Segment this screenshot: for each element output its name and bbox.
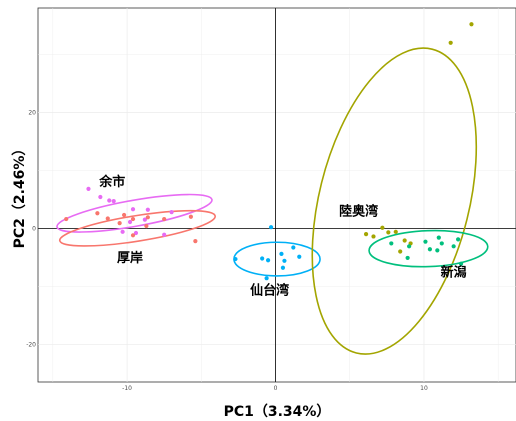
- data-point: [233, 256, 238, 262]
- data-point: [111, 198, 116, 204]
- data-point: [458, 261, 464, 266]
- data-point: [402, 238, 407, 243]
- data-point: [64, 216, 69, 222]
- data-point: [398, 249, 403, 254]
- y-axis-title: PC2（2.46%）: [12, 142, 28, 249]
- data-point: [264, 276, 269, 281]
- data-point: [436, 235, 441, 240]
- data-point: [407, 244, 412, 249]
- data-point: [363, 232, 369, 237]
- group-label: 新潟: [441, 264, 467, 280]
- x-tick-label: -10: [122, 385, 132, 392]
- data-point: [169, 210, 174, 215]
- ellipse-余市: [56, 193, 213, 233]
- ellipse-厚岸: [58, 209, 216, 247]
- data-point: [98, 194, 103, 200]
- data-point: [451, 244, 456, 249]
- data-point: [448, 40, 453, 45]
- data-point: [469, 22, 474, 27]
- tick-labels: -10 0 10 -20 0 20: [26, 109, 428, 392]
- data-point: [268, 225, 274, 230]
- data-point: [130, 207, 136, 212]
- data-point: [427, 247, 433, 252]
- data-point: [117, 221, 122, 226]
- data-point: [130, 233, 136, 238]
- y-tick-label: 0: [32, 225, 36, 232]
- group-label: 陸奥湾: [339, 204, 378, 220]
- data-point: [145, 215, 150, 220]
- data-point: [193, 238, 198, 244]
- data-point: [130, 216, 136, 222]
- data-point: [133, 230, 139, 236]
- data-point: [107, 198, 112, 203]
- y-tick-label: 20: [28, 109, 36, 116]
- data-point: [265, 258, 271, 263]
- data-point: [121, 212, 127, 218]
- data-point: [389, 241, 394, 246]
- x-axis-title: PC1（3.34%）: [224, 404, 331, 420]
- data-point: [260, 256, 265, 261]
- data-point: [291, 245, 296, 250]
- data-point: [127, 219, 133, 225]
- data-point: [105, 216, 110, 221]
- data-point: [435, 248, 440, 253]
- data-point: [393, 229, 398, 234]
- data-point: [297, 254, 302, 259]
- group-label: 厚岸: [117, 250, 143, 266]
- x-tick-label: 10: [420, 385, 428, 392]
- data-point: [423, 239, 428, 244]
- data-point: [456, 237, 461, 242]
- data-point: [371, 234, 376, 239]
- data-point: [386, 230, 391, 235]
- data-points: [64, 22, 474, 281]
- data-point: [86, 186, 91, 192]
- data-point: [405, 255, 410, 261]
- ellipse-新潟: [368, 229, 489, 268]
- data-point: [162, 216, 167, 222]
- data-point: [162, 232, 167, 237]
- group-label: 仙台湾: [250, 282, 289, 298]
- plot-panel: [37, 7, 516, 383]
- data-point: [142, 217, 147, 222]
- group-label: 余市: [98, 174, 125, 190]
- data-point: [280, 265, 286, 270]
- data-point: [188, 214, 194, 219]
- data-point: [439, 241, 444, 246]
- confidence-ellipses: [56, 47, 489, 355]
- data-point: [144, 223, 149, 229]
- y-tick-label: -20: [26, 341, 36, 348]
- data-point: [279, 251, 284, 256]
- data-point: [95, 211, 100, 216]
- data-point: [380, 225, 385, 230]
- data-point: [145, 207, 150, 212]
- data-point: [120, 229, 125, 234]
- ellipse-陸奥湾: [311, 47, 478, 355]
- x-tick-label: 0: [274, 385, 278, 392]
- data-point: [282, 258, 287, 263]
